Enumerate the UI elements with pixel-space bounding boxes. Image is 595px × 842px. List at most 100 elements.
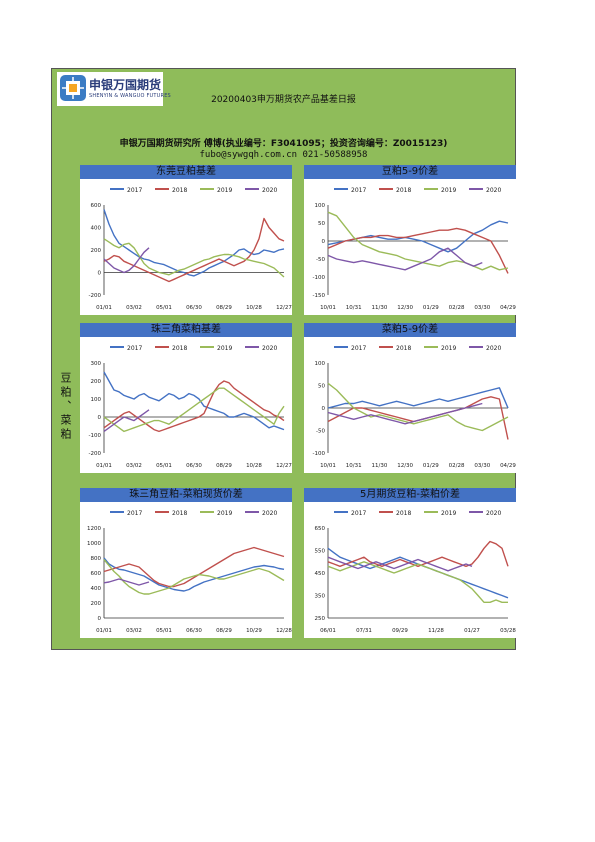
y-tick-label: 1000: [87, 541, 101, 547]
y-tick-label: 200: [91, 601, 102, 607]
section-side-label: 豆粕、菜粕: [51, 163, 79, 650]
series-line-2018: [327, 540, 509, 568]
x-tick-label: 01/01: [96, 628, 112, 634]
y-tick-label: 50: [318, 384, 325, 390]
x-tick-label: 06/30: [186, 305, 202, 311]
x-tick-label: 11/30: [371, 305, 387, 311]
chart-dongguan-soymeal-basis: 2017 2018 2019 2020 -200 0 200 400 600 01/01 03/02…: [89, 187, 292, 311]
x-tick-label: 02/28: [449, 305, 465, 311]
legend-label-2017: 2017: [127, 345, 142, 352]
x-tick-label: 12/27: [276, 305, 292, 311]
y-tick-label: 50: [318, 221, 325, 227]
y-tick-label: 600: [91, 571, 102, 577]
legend-label-2020: 2020: [486, 510, 501, 517]
chart-rapemeal-5-9-spread: 2017 2018 2019 2020 -100 -50 0 50 100 10/01 10/31 1…: [313, 345, 516, 469]
x-tick-label: 05/01: [156, 628, 172, 634]
series-line-2018: [103, 546, 285, 588]
legend-label-2017: 2017: [127, 510, 142, 517]
chart-title: 菜粕5-9价差: [304, 323, 516, 337]
x-tick-label: 11/28: [428, 628, 444, 634]
legend-label-2020: 2020: [486, 345, 501, 352]
legend-label-2019: 2019: [217, 187, 232, 194]
series-line-2019: [103, 387, 285, 433]
logo-text-cn: 申银万国期货: [89, 78, 162, 92]
legend-label-2019: 2019: [441, 510, 456, 517]
legend-label-2020: 2020: [262, 510, 277, 517]
legend-label-2020: 2020: [262, 187, 277, 194]
y-tick-label: 250: [315, 616, 326, 622]
y-tick-label: -100: [313, 275, 326, 281]
series-line-2020: [327, 556, 473, 572]
y-tick-label: -50: [316, 429, 325, 435]
series-line-2018: [327, 227, 509, 274]
y-tick-label: -50: [316, 257, 325, 263]
y-tick-label: -100: [89, 433, 102, 439]
y-tick-label: -100: [313, 451, 326, 457]
x-tick-label: 06/01: [320, 628, 336, 634]
report-header: 申银万国期货 SHENYIN & WANGUO FUTURES 20200403…: [51, 68, 516, 163]
y-tick-label: 0: [322, 239, 326, 245]
chart-title: 豆粕5-9价差: [304, 165, 516, 179]
company-logo: 申银万国期货 SHENYIN & WANGUO FUTURES: [57, 72, 171, 106]
series-line-2018: [103, 380, 285, 433]
x-tick-label: 01/01: [96, 463, 112, 469]
x-tick-label: 10/01: [320, 463, 336, 469]
x-tick-label: 03/28: [500, 628, 516, 634]
y-tick-label: 0: [322, 406, 326, 412]
x-tick-label: 01/29: [423, 463, 439, 469]
y-tick-label: 200: [91, 248, 102, 254]
chart-panel-prd-spot-spread: 珠三角豆粕-菜粕现货价差 2017 2018 2019 2020 0 200 400 600 8…: [80, 488, 292, 638]
legend-label-2017: 2017: [351, 345, 366, 352]
y-tick-label: 0: [98, 616, 102, 622]
y-tick-label: -200: [89, 451, 102, 457]
chart-prd-rapemeal-basis: 2017 2018 2019 2020 -200 -100 0 100 200 300 01/01 0…: [89, 345, 292, 469]
y-tick-label: 800: [91, 556, 102, 562]
series-line-2017: [327, 387, 509, 409]
x-tick-label: 09/29: [392, 628, 408, 634]
series-line-2020: [327, 402, 483, 425]
x-tick-label: 01/27: [464, 628, 480, 634]
report-title: 20200403申万期货农产品基差日报: [211, 95, 356, 105]
series-line-2020: [327, 247, 483, 271]
x-tick-label: 07/31: [356, 628, 372, 634]
chart-panel-rapemeal-5-9-spread: 菜粕5-9价差 2017 2018 2019 2020 -100 -50 0 50 100 10/…: [304, 323, 516, 473]
legend-label-2018: 2018: [172, 187, 187, 194]
y-tick-label: 550: [315, 549, 326, 555]
y-tick-label: -150: [313, 293, 326, 299]
series-line-2019: [103, 238, 285, 278]
legend-label-2018: 2018: [396, 187, 411, 194]
series-line-2020: [103, 247, 150, 274]
x-tick-label: 10/01: [320, 305, 336, 311]
x-tick-label: 01/29: [423, 305, 439, 311]
series-line-2017: [103, 209, 285, 277]
legend-label-2020: 2020: [486, 187, 501, 194]
x-tick-label: 10/28: [246, 463, 262, 469]
chart-prd-spot-spread: 2017 2018 2019 2020 0 200 400 600 800 1000 1200 01/…: [87, 510, 292, 634]
y-tick-label: 400: [91, 586, 102, 592]
x-tick-label: 03/30: [474, 305, 490, 311]
x-tick-label: 03/30: [474, 463, 490, 469]
x-tick-label: 10/31: [346, 305, 362, 311]
series-line-2017: [103, 371, 285, 431]
series-line-2020: [103, 409, 150, 432]
chart-title: 珠三角豆粕-菜粕现货价差: [80, 488, 292, 502]
x-tick-label: 10/29: [246, 628, 262, 634]
chart-soymeal-5-9-spread: 2017 2018 2019 2020 -150 -100 -50 0 50 100 10/01 10…: [313, 187, 516, 311]
x-tick-label: 12/27: [276, 463, 292, 469]
y-tick-label: 100: [315, 361, 326, 367]
author-line: 申银万国期货研究所 傅博(执业编号：F3041095；投资咨询编号：Z00151…: [119, 139, 448, 149]
x-tick-label: 04/29: [500, 463, 516, 469]
x-tick-label: 03/02: [126, 305, 142, 311]
x-tick-label: 11/30: [371, 463, 387, 469]
x-tick-label: 10/28: [246, 305, 262, 311]
y-tick-label: -200: [89, 293, 102, 299]
x-tick-label: 03/02: [126, 463, 142, 469]
x-tick-label: 12/28: [276, 628, 292, 634]
y-tick-label: 100: [91, 397, 102, 403]
chart-panel-prd-rapemeal-basis: 珠三角菜粕基差 2017 2018 2019 2020 -200 -100 0 100 200 3…: [80, 323, 292, 473]
x-tick-label: 12/30: [397, 305, 413, 311]
y-tick-label: 400: [91, 226, 102, 232]
chart-may-futures-spread: 2017 2018 2019 2020 250 350 450 550 650 06/01 07/3…: [315, 510, 517, 634]
x-tick-label: 06/30: [186, 463, 202, 469]
chart-title: 东莞豆粕基差: [80, 165, 292, 179]
